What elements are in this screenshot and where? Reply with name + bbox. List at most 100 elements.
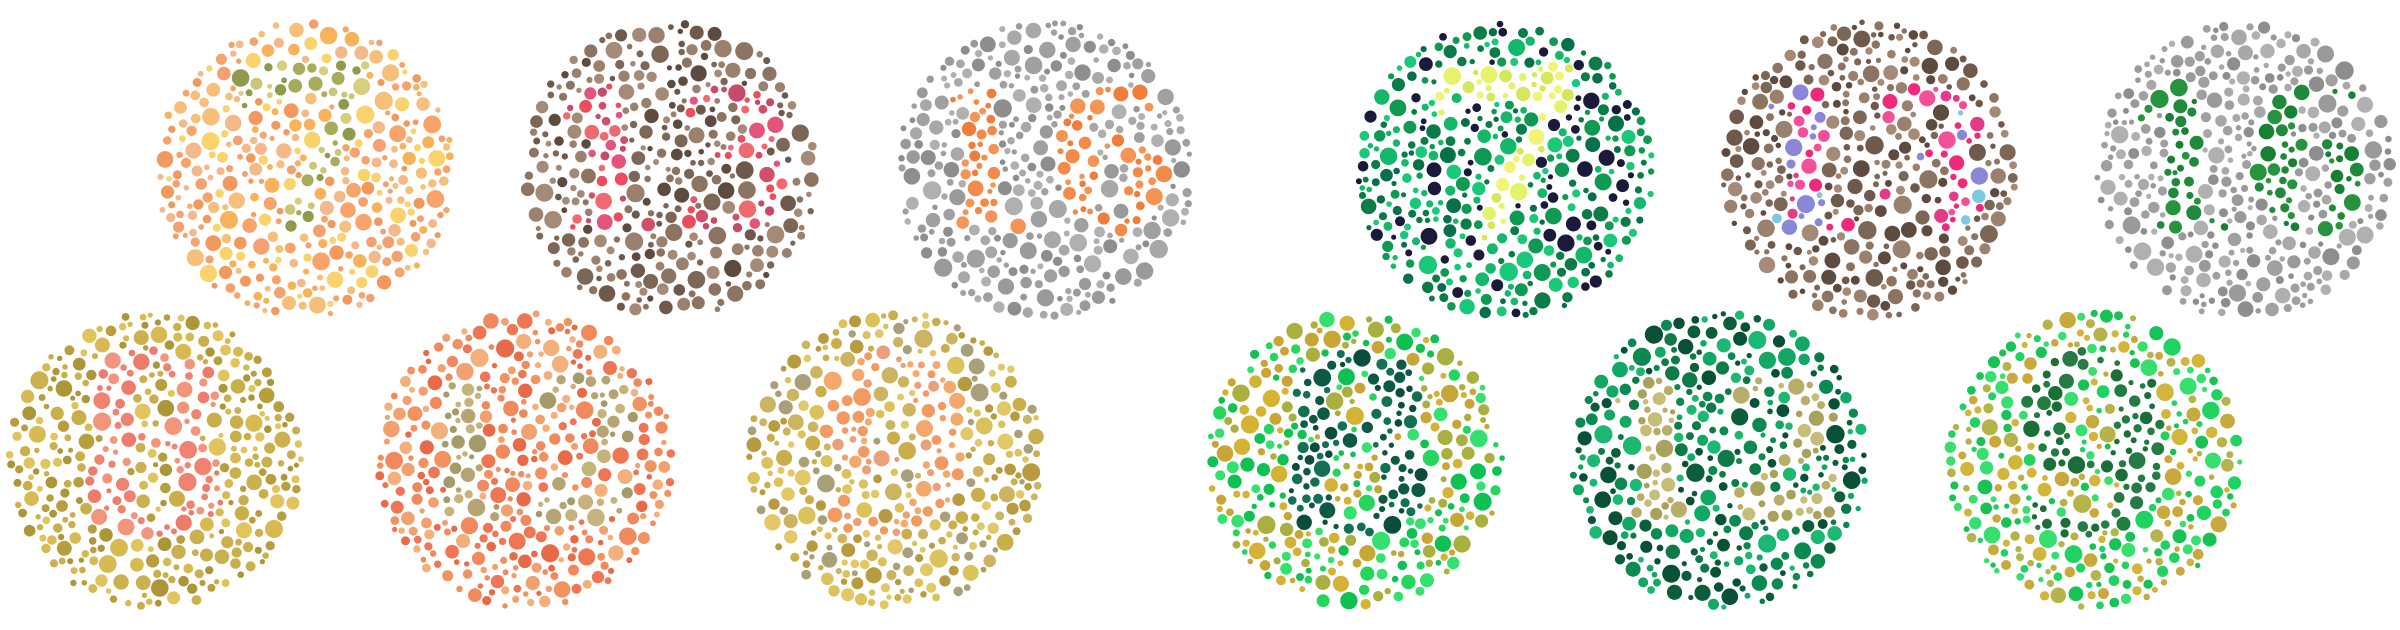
background-dot — [988, 369, 996, 377]
background-dot — [1422, 336, 1430, 344]
background-dot — [1638, 556, 1644, 563]
background-dot — [994, 234, 1001, 242]
background-dot — [2014, 332, 2021, 339]
digit-dot — [1670, 409, 1676, 415]
background-dot — [1673, 317, 1685, 329]
background-dot — [536, 590, 542, 596]
background-dot — [1919, 170, 1938, 189]
background-dot — [302, 288, 313, 298]
background-dot — [757, 235, 764, 242]
digit-dot — [2265, 177, 2272, 184]
digit-dot — [217, 499, 224, 506]
background-dot — [1817, 519, 1828, 529]
background-dot — [835, 568, 842, 575]
background-dot — [2056, 507, 2067, 517]
background-dot — [1525, 36, 1535, 46]
background-dot — [786, 111, 793, 119]
background-dot — [1059, 51, 1067, 59]
digit-dot — [1938, 131, 1956, 149]
background-dot — [147, 472, 159, 483]
background-dot — [412, 84, 420, 91]
background-dot — [2241, 153, 2247, 159]
background-dot — [2224, 87, 2234, 97]
digit-dot — [2055, 437, 2064, 446]
digit-dot — [985, 102, 992, 109]
background-dot — [75, 390, 81, 397]
background-dot — [1325, 392, 1344, 410]
background-dot — [1145, 61, 1152, 68]
background-dot — [1600, 256, 1606, 263]
digit-dot — [1934, 208, 1949, 223]
background-dot — [163, 136, 172, 145]
background-dot — [211, 282, 218, 289]
background-dot — [1336, 384, 1343, 391]
background-dot — [1616, 179, 1629, 193]
background-dot — [1600, 466, 1617, 484]
background-dot — [676, 104, 685, 113]
background-dot — [89, 556, 99, 566]
background-dot — [2114, 92, 2122, 100]
background-dot — [1608, 168, 1615, 175]
background-dot — [1547, 192, 1559, 203]
background-dot — [1007, 301, 1022, 316]
digit-dot — [474, 392, 482, 400]
digit-dot — [1398, 475, 1405, 482]
digit-dot — [2284, 105, 2298, 119]
background-dot — [244, 458, 254, 467]
background-dot — [1517, 234, 1528, 245]
background-dot — [264, 425, 272, 434]
background-dot — [874, 534, 882, 541]
background-dot — [157, 537, 172, 552]
background-dot — [2196, 89, 2207, 101]
background-dot — [512, 438, 527, 452]
background-dot — [423, 349, 430, 357]
background-dot — [1819, 444, 1826, 451]
background-dot — [2229, 78, 2236, 85]
background-dot — [1422, 281, 1434, 293]
background-dot — [2172, 529, 2187, 544]
background-dot — [983, 554, 996, 568]
background-dot — [82, 328, 97, 343]
background-dot — [1760, 432, 1766, 438]
background-dot — [230, 445, 237, 452]
background-dot — [948, 565, 959, 576]
background-dot — [1039, 125, 1053, 139]
background-dot — [576, 452, 584, 460]
background-dot — [1510, 226, 1520, 236]
background-dot — [1836, 374, 1842, 381]
background-dot — [2184, 265, 2195, 276]
background-dot — [1493, 116, 1499, 123]
background-dot — [2210, 485, 2223, 499]
background-dot — [553, 259, 561, 267]
background-dot — [1279, 502, 1288, 511]
background-dot — [2027, 442, 2035, 450]
background-dot — [581, 477, 593, 488]
background-dot — [2051, 339, 2059, 347]
background-dot — [1714, 559, 1722, 566]
digit-dot — [1811, 493, 1823, 505]
background-dot — [1476, 204, 1483, 211]
digit-dot — [823, 371, 842, 390]
background-dot — [507, 366, 516, 375]
background-dot — [158, 452, 168, 462]
background-dot — [513, 584, 522, 593]
background-dot — [1695, 555, 1704, 564]
background-dot — [1984, 199, 1995, 211]
background-dot — [349, 268, 356, 275]
background-dot — [2157, 186, 2168, 196]
background-dot — [1025, 97, 1042, 114]
background-dot — [666, 65, 673, 71]
background-dot — [665, 223, 683, 241]
background-dot — [2220, 297, 2231, 308]
background-dot — [1360, 566, 1375, 581]
background-dot — [780, 195, 796, 212]
background-dot — [1345, 406, 1364, 425]
background-dot — [1527, 280, 1533, 287]
digit-dot — [1132, 216, 1141, 225]
background-dot — [1840, 392, 1852, 404]
background-dot — [1046, 114, 1053, 121]
background-dot — [442, 570, 454, 582]
background-dot — [1448, 369, 1461, 381]
digit-dot — [1752, 385, 1759, 392]
background-dot — [189, 228, 197, 237]
